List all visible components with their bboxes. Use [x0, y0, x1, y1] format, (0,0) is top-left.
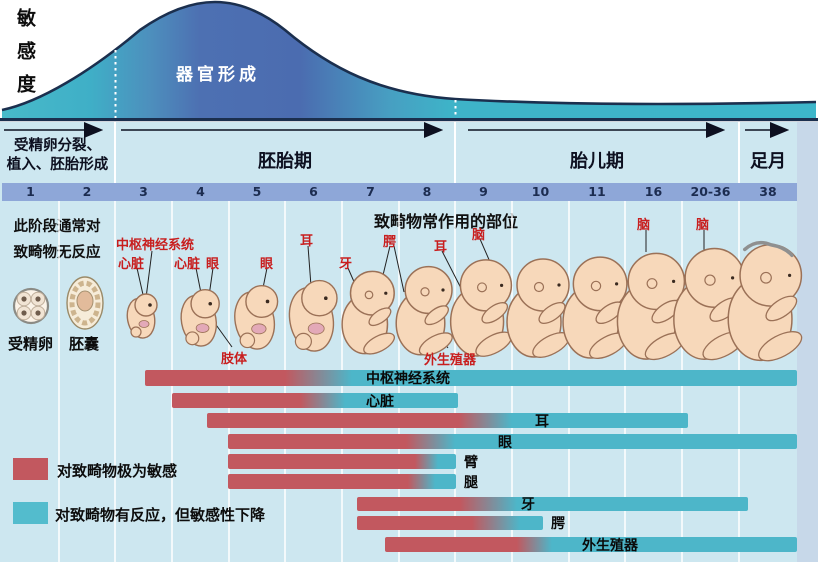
left-note: 此阶段通常对 致畸物无反应	[0, 214, 114, 266]
organ-label-肢体: 肢体	[221, 352, 248, 367]
week-tick-38: 38	[759, 184, 777, 199]
organ-label-心脏: 心脏	[118, 257, 145, 272]
critical-period-bar-眼	[228, 434, 797, 449]
blastocyst-icon	[66, 276, 104, 330]
bar-label-牙: 牙	[521, 497, 535, 513]
week-tick-11: 11	[588, 184, 606, 199]
organ-label-脑: 脑	[472, 228, 486, 243]
critical-period-bar-耳	[207, 413, 688, 428]
embryo-week-7	[341, 270, 395, 355]
embryo-week-9	[449, 259, 513, 357]
y-axis-label: 敏感度	[14, 8, 36, 107]
period-cleavage-line2: 植入、胚胎形成	[6, 157, 109, 173]
period-divider-3	[738, 122, 740, 185]
curve-baseline	[0, 118, 818, 122]
organ-label-脑: 脑	[696, 218, 710, 233]
organ-label-腭: 腭	[383, 235, 397, 250]
curve-peak-label: 器官形成	[176, 65, 260, 85]
week-tick-20-36: 20-36	[690, 184, 731, 199]
embryo-week-4	[180, 288, 220, 347]
period-label-embryonic: 胚胎期	[258, 151, 312, 172]
week-tick-5: 5	[252, 184, 262, 199]
week-tick-6: 6	[309, 184, 318, 199]
period-arrows	[4, 122, 790, 138]
critical-period-bar-腿	[228, 474, 456, 489]
bar-label-眼: 眼	[498, 434, 512, 451]
period-cleavage-line1: 受精卵分裂、	[14, 138, 101, 154]
organ-label-耳: 耳	[300, 234, 314, 249]
left-note-line2: 致畸物无反应	[13, 245, 101, 261]
critical-period-bar-腭	[357, 516, 543, 530]
stage-label-blastocyst: 胚囊	[69, 335, 100, 353]
week-tick-7: 7	[366, 184, 375, 199]
embryo-week-3	[126, 293, 158, 339]
sensitivity-curve-outline	[1, 0, 817, 112]
embryo-week-8	[395, 265, 453, 356]
embryo-week-6	[288, 279, 338, 352]
period-label-term: 足月	[750, 151, 786, 172]
legend-label-high-sensitivity: 对致畸物极为敏感	[57, 462, 178, 480]
embryo-week-10	[506, 258, 570, 358]
bar-label-外生殖器: 外生殖器	[582, 537, 638, 554]
zygote-icon	[12, 287, 50, 325]
right-margin-strip	[797, 122, 818, 562]
week-tick-3: 3	[139, 184, 148, 199]
week-tick-10: 10	[531, 184, 550, 199]
bar-label-腭: 腭	[551, 516, 565, 532]
embryo-week-16	[616, 252, 686, 361]
organ-label-牙: 牙	[339, 257, 353, 272]
bar-label-腿: 腿	[464, 474, 478, 491]
bar-label-臂: 臂	[464, 454, 478, 471]
week-tick-4: 4	[196, 184, 205, 199]
critical-period-bar-臂	[228, 454, 456, 469]
organ-label-耳: 耳	[434, 240, 448, 255]
organ-label-眼: 眼	[206, 257, 220, 272]
legend-swatch-high-sensitivity	[13, 458, 48, 480]
period-label-cleavage: 受精卵分裂、 植入、胚胎形成	[0, 137, 115, 175]
critical-period-bar-心脏	[172, 393, 458, 408]
organ-label-外生殖器: 外生殖器	[424, 353, 477, 368]
critical-period-bar-外生殖器	[385, 537, 797, 552]
week-tick-1: 1	[26, 184, 35, 199]
legend-swatch-reduced-sensitivity	[13, 502, 48, 524]
period-divider-1	[114, 122, 116, 185]
week-gridline	[114, 201, 116, 562]
week-tick-16: 16	[644, 184, 663, 199]
period-divider-2	[454, 122, 456, 185]
bar-label-心脏: 心脏	[366, 393, 394, 410]
week-tick-2: 2	[82, 184, 92, 199]
embryo-week-5	[234, 284, 279, 350]
organ-label-脑: 脑	[637, 218, 651, 233]
embryo-week-11	[562, 256, 628, 360]
bar-label-耳: 耳	[535, 413, 549, 430]
organ-label-心脏: 心脏	[174, 257, 201, 272]
critical-period-bar-中枢神经系统	[145, 370, 797, 386]
period-label-fetal: 胎儿期	[570, 151, 624, 172]
sites-title: 致畸物常作用的部位	[374, 212, 519, 231]
week-tick-9: 9	[479, 184, 488, 199]
bar-label-中枢神经系统: 中枢神经系统	[366, 371, 450, 387]
critical-period-bar-牙	[357, 497, 748, 511]
organ-label-眼: 眼	[260, 257, 274, 272]
sensitivity-curve	[0, 0, 818, 122]
week-tick-8: 8	[422, 184, 432, 199]
organ-label-中枢神经系统: 中枢神经系统	[116, 238, 195, 253]
week-gridline	[58, 201, 60, 562]
sensitivity-curve-fill	[2, 2, 816, 119]
legend-label-reduced-sensitivity: 对致畸物有反应，但敏感性下降	[55, 506, 266, 524]
week-axis: 1 2 3 4 5 6 7 8 9 10 11 16 20-36 38	[2, 183, 797, 201]
stage-label-zygote: 受精卵	[8, 335, 54, 353]
left-note-line1: 此阶段通常对	[13, 219, 101, 235]
